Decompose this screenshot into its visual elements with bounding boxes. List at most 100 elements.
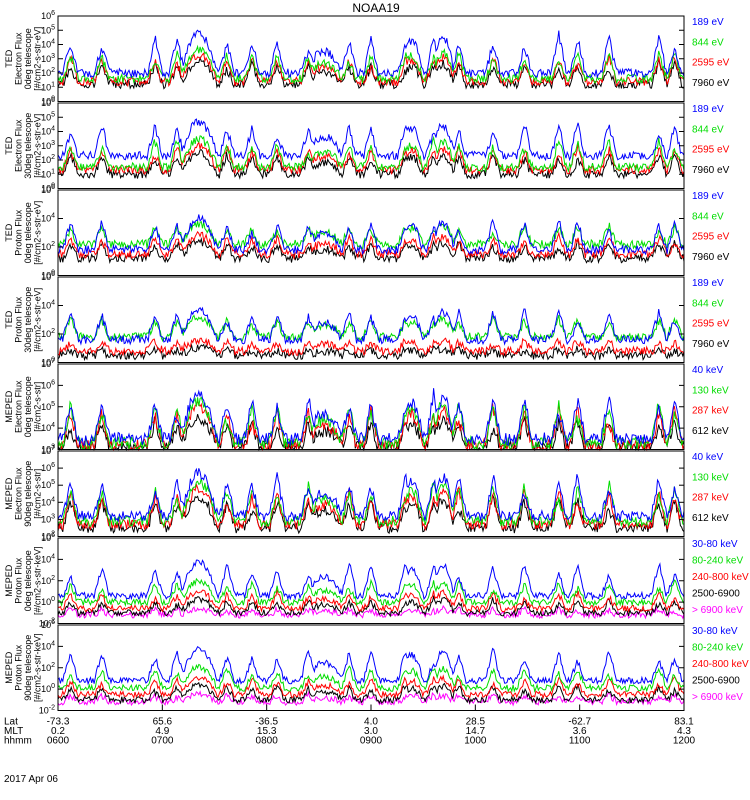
y-tick-label: 104 bbox=[41, 496, 55, 507]
series-line-4 bbox=[57, 467, 685, 523]
y-axis-label: 90deg telescope bbox=[23, 461, 33, 527]
y-tick-label: 100 bbox=[41, 596, 55, 607]
series-line-3 bbox=[57, 674, 685, 700]
y-axis-label: Electron Flux bbox=[14, 119, 24, 172]
y-tick-label: 100 bbox=[41, 96, 55, 107]
legend-entry: 844 eV bbox=[692, 124, 724, 135]
y-tick-label: 106 bbox=[41, 184, 55, 195]
legend-entry: 30-80 keV bbox=[692, 539, 738, 550]
y-tick-label: 104 bbox=[41, 126, 55, 137]
x-tick-lat: -36.5 bbox=[255, 717, 278, 728]
legend-entry: 2595 eV bbox=[692, 58, 730, 69]
y-axis-label: 30deg telescope bbox=[23, 113, 33, 179]
legend-entry: 80-240 keV bbox=[692, 555, 743, 566]
y-axis-label: [#/cm2-s-str-eV] bbox=[33, 27, 43, 91]
series-line-4 bbox=[57, 306, 685, 346]
y-axis-label: Electron Flux bbox=[14, 467, 24, 520]
y-axis-label: [#/cm2-s-str-eV] bbox=[33, 201, 43, 265]
y-tick-label: 105 bbox=[41, 24, 55, 35]
y-axis-label: 0deg telescope bbox=[23, 28, 33, 89]
y-axis-label: [#/cm2-s-str-keV] bbox=[33, 633, 43, 702]
legend-entry: 7960 eV bbox=[692, 165, 730, 176]
y-axis-label: TED bbox=[4, 223, 14, 242]
y-axis-label: 0deg telescope bbox=[23, 550, 33, 611]
y-tick-label: 104 bbox=[41, 422, 55, 433]
y-tick-label: 106 bbox=[41, 10, 55, 21]
x-tick-lat: 65.6 bbox=[153, 717, 173, 728]
legend-entry: 2500-6900 bbox=[692, 675, 740, 686]
legend-entry: 612 keV bbox=[692, 513, 729, 524]
y-tick-label: 10-2 bbox=[39, 618, 55, 629]
series-line-4 bbox=[57, 214, 685, 256]
x-tick-lat: 83.1 bbox=[674, 717, 694, 728]
legend-entry: 2500-6900 bbox=[692, 588, 740, 599]
y-tick-label: 106 bbox=[41, 462, 55, 473]
x-tick-mlt: 14.7 bbox=[466, 726, 486, 737]
series-line-1 bbox=[57, 494, 685, 535]
series-line-4 bbox=[57, 118, 685, 162]
y-axis-label: 0deg telescope bbox=[23, 202, 33, 263]
legend-entry: 30-80 keV bbox=[692, 626, 738, 637]
series-line-1 bbox=[57, 237, 685, 265]
series-line-2 bbox=[57, 681, 685, 705]
y-tick-label: 104 bbox=[41, 553, 55, 564]
y-axis-label: MEPED bbox=[4, 477, 14, 510]
legend-entry: 40 keV bbox=[692, 452, 723, 463]
y-tick-label: 104 bbox=[41, 300, 55, 311]
y-tick-label: 103 bbox=[41, 513, 55, 524]
y-tick-label: 100 bbox=[41, 270, 55, 281]
series-line-5 bbox=[57, 559, 685, 601]
series-line-5 bbox=[57, 645, 685, 686]
y-axis-label: MEPED bbox=[4, 390, 14, 423]
panel-frame bbox=[57, 276, 685, 363]
series-line-4 bbox=[57, 29, 685, 79]
legend-entry: 2595 eV bbox=[692, 319, 730, 330]
y-axis-label: [#/cm2-s-str] bbox=[33, 469, 43, 519]
x-row-label: MLT bbox=[4, 726, 23, 737]
y-tick-label: 102 bbox=[41, 531, 55, 542]
legend-entry: 189 eV bbox=[692, 278, 724, 289]
legend-entry: 2595 eV bbox=[692, 145, 730, 156]
legend-entry: 844 eV bbox=[692, 211, 724, 222]
series-line-1 bbox=[57, 414, 685, 452]
legend-entry: 2595 eV bbox=[692, 232, 730, 243]
series-line-2 bbox=[57, 230, 685, 261]
y-tick-label: 10-2 bbox=[39, 705, 55, 716]
y-tick-label: 100 bbox=[41, 183, 55, 194]
x-tick-hhmm: 0900 bbox=[360, 736, 383, 747]
legend-entry: 130 keV bbox=[692, 472, 729, 483]
series-line-3 bbox=[57, 220, 685, 251]
x-tick-lat: -62.7 bbox=[568, 717, 591, 728]
legend-entry: 240-800 keV bbox=[692, 572, 749, 583]
legend-entry: 7960 eV bbox=[692, 78, 730, 89]
y-tick-label: 101 bbox=[41, 168, 55, 179]
legend-entry: 287 keV bbox=[692, 406, 729, 417]
y-tick-label: 101 bbox=[41, 81, 55, 92]
y-axis-label: TED bbox=[4, 49, 14, 68]
y-axis-label: Proton Flux bbox=[14, 209, 24, 256]
x-tick-hhmm: 0700 bbox=[151, 736, 174, 747]
chart-title: NOAA19 bbox=[352, 1, 400, 15]
legend-entry: 612 keV bbox=[692, 426, 729, 437]
x-tick-mlt: 4.3 bbox=[677, 726, 691, 737]
y-tick-label: 106 bbox=[41, 619, 55, 630]
y-axis-label: [#/cm2-s-str-eV] bbox=[33, 288, 43, 352]
y-axis-label: 30deg telescope bbox=[23, 287, 33, 353]
series-line-4 bbox=[57, 388, 685, 447]
y-axis-label: Electron Flux bbox=[14, 32, 24, 85]
legend-entry: 189 eV bbox=[692, 17, 724, 28]
series-line-1 bbox=[57, 604, 685, 620]
panel-ted-p-0: 100 102 104 106 TED Proton Flux 0deg telescope… bbox=[4, 184, 730, 281]
series-line-4 bbox=[57, 663, 685, 694]
y-axis-label: [#/cm2-s-str-keV] bbox=[33, 546, 43, 615]
panel-frame bbox=[57, 189, 685, 276]
series-line-2 bbox=[57, 140, 685, 176]
y-axis-label: [#/cm2-s-str] bbox=[33, 382, 43, 432]
y-axis-label: Electron Flux bbox=[14, 380, 24, 433]
x-row-label: hhmm bbox=[4, 736, 32, 747]
y-axis-label: 0deg telescope bbox=[23, 376, 33, 437]
panel-ted-e-0: 100 101 102 103 104 105 106 TED Electron Flux 0de… bbox=[4, 10, 730, 107]
y-tick-label: 106 bbox=[41, 532, 55, 543]
legend-entry: 240-800 keV bbox=[692, 659, 749, 670]
x-tick-mlt: 0.2 bbox=[51, 726, 65, 737]
